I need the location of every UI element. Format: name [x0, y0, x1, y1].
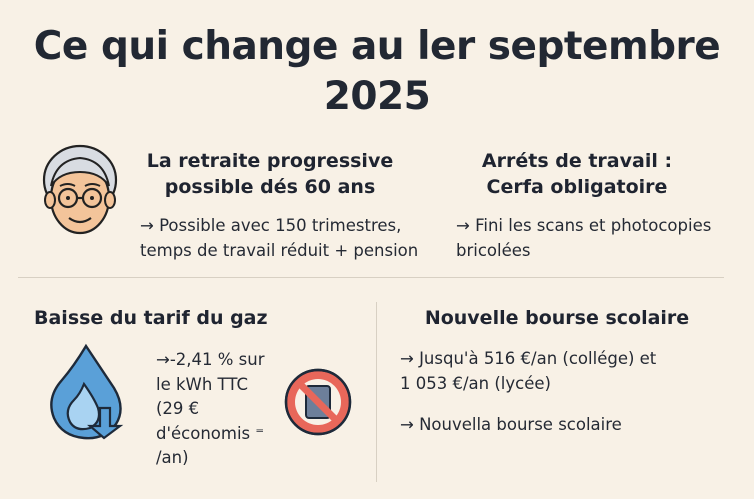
arrets-text-line2: bricolées: [456, 241, 531, 260]
arrets-title-line1: Arréts de travail :: [481, 150, 673, 172]
gaz-text-line2: le kWh TTC: [156, 374, 248, 394]
retraite-title-line1: La retraite progressive: [146, 150, 394, 172]
gaz-text-line1: →-2,41 % sur: [156, 350, 265, 369]
gaz-text-line5: /an): [156, 448, 189, 467]
bourse-title: Nouvelle bourse scolaire: [424, 307, 690, 329]
arrets-text: → Fini les scans et photocopies bricolée…: [456, 213, 711, 263]
retraite-title: La retraite progressive possible dés 60 …: [120, 148, 420, 200]
gaz-text-line3: (29 €: [156, 399, 200, 418]
bourse-text: → Jusqu'à 516 €/an (collége) et 1 053 €/…: [400, 346, 656, 396]
arrets-title-line2: Cerfa obligatoire: [486, 176, 668, 198]
retraite-text-line2: temps de travail réduit + pension: [140, 241, 419, 260]
arrets-text-line1: → Fini les scans et photocopies: [456, 216, 712, 235]
page-title: Ce qui change au ler septembre 2025: [0, 22, 754, 122]
retraite-title-line2: possible dés 60 ans: [164, 176, 376, 198]
arrets-title: Arréts de travail : Cerfa obligatoire: [444, 148, 710, 200]
gaz-text-line4: d'économis ⁼: [156, 423, 265, 443]
gaz-text: →-2,41 % sur le kWh TTC (29 € d'économis…: [156, 348, 265, 471]
retraite-text: → Possible avec 150 trimestres, temps de…: [140, 213, 418, 263]
horizontal-divider: [18, 277, 724, 278]
gaz-title: Baisse du tarif du gaz: [34, 307, 268, 329]
no-scan-icon: [282, 366, 354, 442]
page-title-line2: 2025: [323, 74, 431, 119]
bourse-text-line3: → Nouvella bourse scolaire: [400, 415, 622, 434]
elderly-person-icon: [34, 142, 126, 246]
gas-flame-icon: [44, 342, 128, 446]
vertical-divider: [376, 302, 377, 482]
bourse-text-line2: 1 053 €/an (lycée): [400, 374, 551, 393]
bourse-text-line1: → Jusqu'à 516 €/an (collége) et: [400, 349, 657, 368]
retraite-text-line1: → Possible avec 150 trimestres,: [140, 216, 402, 235]
page-title-line1: Ce qui change au ler septembre: [33, 24, 721, 69]
